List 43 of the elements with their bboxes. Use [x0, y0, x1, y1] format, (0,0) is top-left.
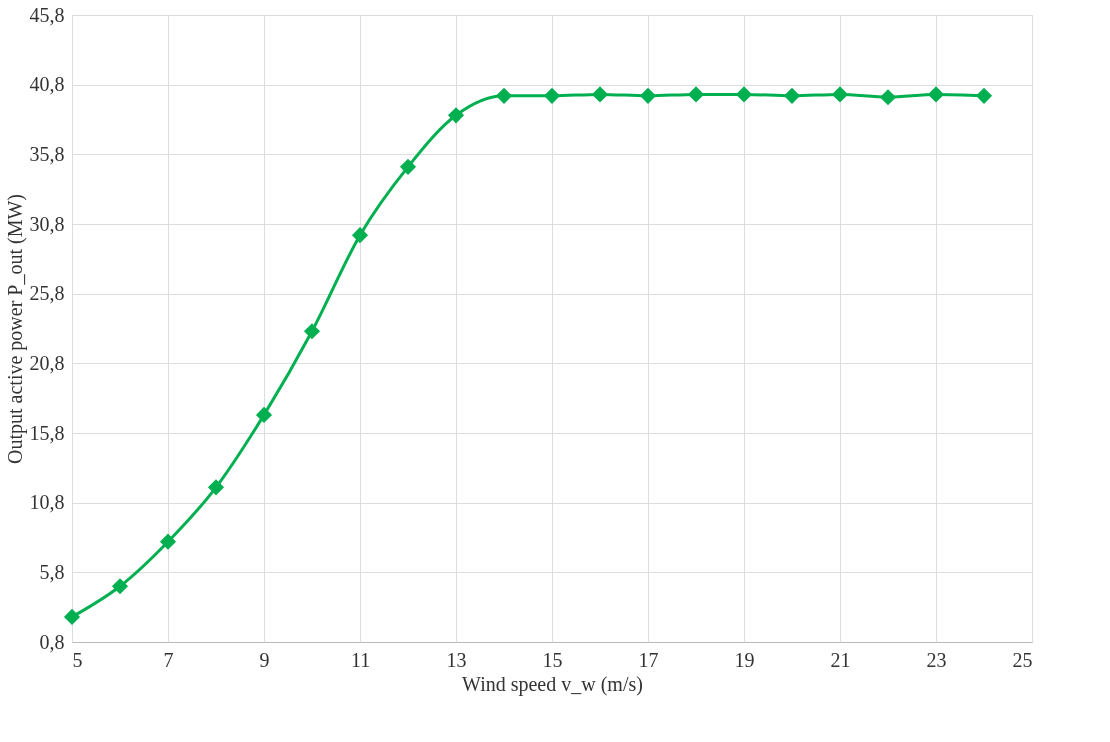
x-axis-title: Wind speed v_w (m/s) — [462, 672, 643, 696]
x-tick-label: 7 — [163, 648, 174, 671]
y-tick-label: 15,8 — [29, 421, 65, 444]
point — [927, 86, 945, 103]
y-tick-label: 0,8 — [39, 630, 65, 653]
point — [735, 86, 753, 103]
y-tick-label: 45,8 — [29, 3, 65, 26]
x-tick-label: 9 — [259, 648, 270, 671]
point — [207, 479, 225, 496]
x-tick-label: 23 — [926, 648, 947, 671]
y-tick-label: 10,8 — [29, 491, 65, 514]
point — [783, 87, 801, 104]
x-tick-label: 17 — [638, 648, 659, 671]
point — [687, 86, 705, 103]
x-tick-label: 21 — [830, 648, 851, 671]
point — [255, 406, 273, 423]
point — [351, 227, 369, 244]
y-tick-label: 30,8 — [29, 212, 65, 235]
point — [975, 87, 993, 104]
y-tick-label: 20,8 — [29, 351, 65, 374]
point — [447, 107, 465, 124]
y-tick-label: 25,8 — [29, 282, 65, 305]
point — [831, 86, 849, 103]
x-tick-label: 11 — [350, 648, 371, 671]
point — [591, 86, 609, 103]
y-axis-title: Output active power P_out (MW) — [3, 194, 27, 464]
point — [303, 323, 321, 340]
x-tick-label: 15 — [542, 648, 563, 671]
x-tick-label: 19 — [734, 648, 755, 671]
y-tick-label: 5,8 — [39, 560, 65, 583]
point — [639, 87, 657, 104]
x-tick-label: 25 — [1012, 648, 1033, 671]
point — [63, 608, 81, 625]
point — [111, 578, 129, 595]
point — [399, 158, 417, 175]
point — [495, 87, 513, 104]
x-tick-label: 13 — [446, 648, 467, 671]
y-tick-label: 35,8 — [29, 142, 65, 165]
point — [159, 533, 177, 550]
point — [543, 87, 561, 104]
x-tick-label: 5 — [72, 648, 83, 671]
point — [879, 89, 897, 106]
y-tick-label: 40,8 — [29, 73, 65, 96]
